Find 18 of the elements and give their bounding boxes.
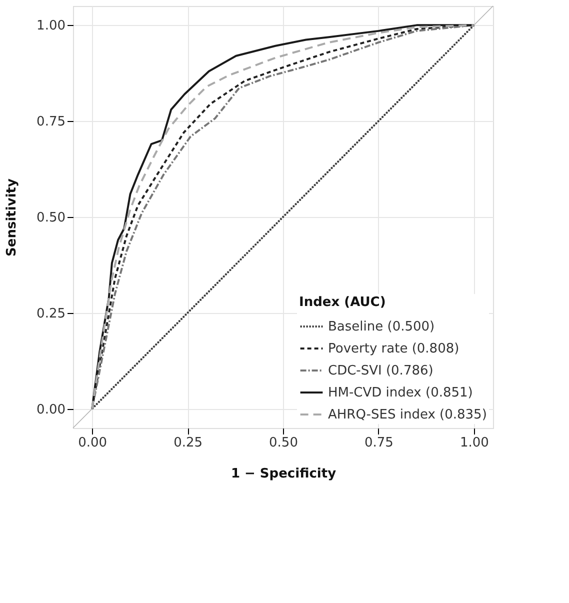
legend-label: AHRQ-SES index (0.835) (328, 408, 487, 422)
legend-label: HM-CVD index (0.851) (328, 386, 473, 400)
legend-label: Baseline (0.500) (328, 320, 435, 334)
y-tick-label: 0.25 (36, 306, 66, 322)
y-tick-label: 0.75 (36, 114, 66, 130)
x-tick-label: 0.00 (78, 436, 108, 450)
x-tick-label: 1.00 (460, 436, 489, 450)
y-axis-title: Sensitivity (4, 178, 20, 256)
x-tick-label: 0.50 (269, 436, 298, 450)
y-tick-label: 1.00 (36, 18, 66, 34)
x-axis-title: 1 − Specificity (230, 466, 337, 482)
legend-label: Poverty rate (0.808) (328, 342, 460, 356)
x-tick-label: 0.75 (364, 436, 394, 450)
legend-label: CDC-SVI (0.786) (328, 364, 434, 378)
x-tick-label: 0.25 (174, 436, 203, 450)
y-tick-label: 0.00 (36, 402, 66, 418)
y-tick-label: 0.50 (36, 210, 66, 226)
legend-title: Index (AUC) (299, 295, 386, 310)
